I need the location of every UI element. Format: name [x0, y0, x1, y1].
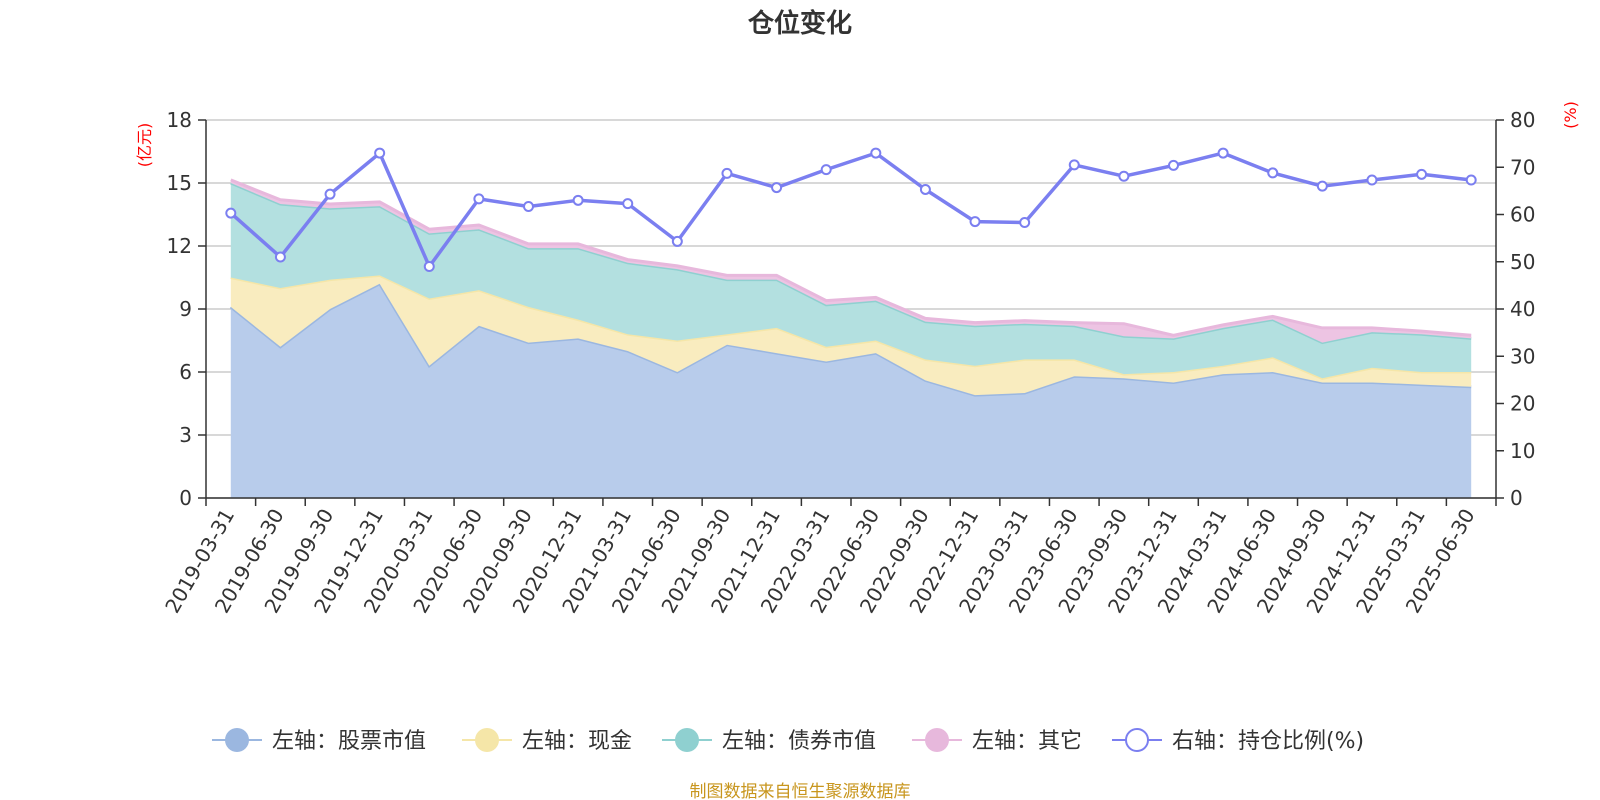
right-tick-label: 0: [1510, 486, 1523, 510]
area-左轴：债券市值: [230, 183, 1472, 379]
legend-marker: [1125, 728, 1149, 752]
data-source-note: 制图数据来自恒生聚源数据库: [690, 782, 911, 800]
right-tick-label: 60: [1510, 203, 1535, 227]
ratio-point: [1316, 180, 1328, 192]
area-左轴：现金: [230, 275, 1472, 396]
legend-item: 右轴：持仓比例(%): [1112, 728, 1364, 754]
legend: 左轴：股票市值 左轴：现金 左轴：债券市值 左轴：其它 右轴：持仓比例(%): [212, 728, 1364, 754]
left-tick-label: 12: [167, 234, 192, 258]
area-edge-line: [230, 181, 1472, 345]
ratio-point: [1217, 147, 1229, 159]
left-tick-label: 6: [179, 360, 192, 384]
ratio-point: [374, 147, 386, 159]
left-tick-label: 15: [167, 171, 192, 195]
left-tick-label: 3: [179, 423, 192, 447]
ratio-point: [870, 147, 882, 159]
ratio-point: [721, 167, 733, 179]
ratio-point: [1366, 174, 1378, 186]
ratio-point: [572, 194, 584, 206]
legend-marker: [675, 728, 699, 752]
area-左轴：股票市值: [230, 283, 1472, 498]
ratio-point: [671, 235, 683, 247]
ratio-point: [1168, 159, 1179, 171]
ratio-point: [1465, 174, 1477, 186]
left-tick-label: 9: [179, 297, 192, 321]
ratio-point: [225, 207, 237, 219]
chart-title: 仓位变化: [747, 8, 852, 39]
ratio-point: [969, 216, 981, 228]
ratio-point: [274, 251, 286, 263]
legend-label: 右轴：持仓比例(%): [1172, 729, 1364, 754]
area-edge-line: [230, 178, 1472, 337]
legend-label: 左轴：股票市值: [272, 729, 426, 754]
right-tick-label: 30: [1510, 344, 1535, 368]
right-tick-label: 40: [1510, 297, 1535, 321]
right-tick-label: 20: [1510, 392, 1535, 416]
ratio-point: [622, 198, 634, 210]
ratio-point: [324, 188, 336, 200]
ratio-point: [1019, 217, 1031, 229]
left-axis-unit: (亿元): [135, 123, 154, 168]
ratio-point: [1267, 167, 1279, 179]
right-tick-label: 10: [1510, 439, 1535, 463]
ratio-point: [473, 193, 485, 205]
ratio-point: [1068, 159, 1080, 171]
right-tick-label: 50: [1510, 250, 1535, 274]
ratio-point: [1416, 168, 1428, 180]
left-tick-label: 18: [167, 108, 192, 132]
legend-item: 左轴：债券市值: [662, 728, 876, 754]
ratio-line-series: [225, 147, 1477, 272]
stacked-areas: [229, 178, 1472, 498]
ratio-point: [523, 200, 534, 212]
legend-item: 左轴：其它: [912, 728, 1082, 754]
legend-label: 左轴：债券市值: [722, 729, 876, 754]
ratio-point: [1118, 170, 1130, 182]
left-tick-label: 0: [179, 486, 192, 510]
ratio-point: [423, 260, 435, 272]
ratio-point: [771, 182, 783, 194]
right-axis-unit: (%): [1561, 101, 1580, 129]
legend-label: 左轴：其它: [972, 729, 1082, 754]
legend-label: 左轴：现金: [522, 729, 632, 754]
legend-marker: [925, 728, 949, 752]
legend-item: 左轴：股票市值: [212, 728, 426, 754]
legend-marker: [225, 728, 249, 752]
ratio-line: [229, 151, 1472, 269]
legend-item: 左轴：现金: [462, 728, 632, 754]
right-tick-label: 70: [1510, 155, 1535, 179]
right-tick-label: 80: [1510, 108, 1535, 132]
ratio-point: [820, 164, 832, 176]
ratio-point: [919, 183, 931, 195]
legend-marker: [475, 728, 499, 752]
